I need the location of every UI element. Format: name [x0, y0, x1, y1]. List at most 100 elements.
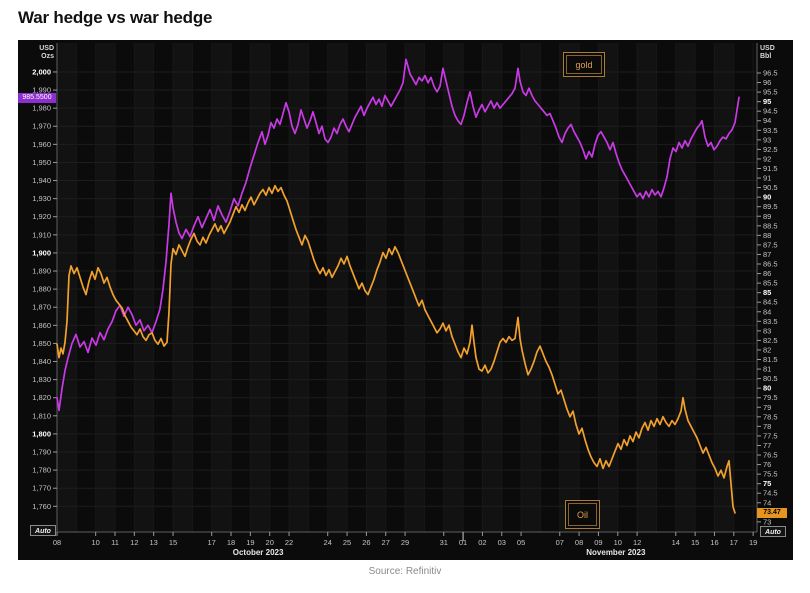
left-axis-tick-label: 1,760 [32, 502, 51, 511]
session-band [521, 43, 541, 532]
right-axis-tick-label: 85.5 [763, 279, 778, 288]
left-axis-tick-label: 1,820 [32, 393, 51, 402]
right-axis-tick-label: 81.5 [763, 355, 778, 364]
auto-scale-button-left[interactable]: Auto [30, 525, 56, 536]
right-axis-tick-label: 89.5 [763, 202, 778, 211]
right-axis-tick-label: 94.5 [763, 107, 778, 116]
right-axis-tick-label: 95 [763, 97, 771, 106]
left-axis-unit-line2: Ozs [41, 53, 54, 60]
x-axis-tick-label: 29 [401, 538, 409, 547]
x-axis-tick-label: 16 [710, 538, 718, 547]
left-axis-tick-label: 1,810 [32, 411, 51, 420]
right-axis-tick-label: 88.5 [763, 221, 778, 230]
session-band [57, 43, 77, 532]
session-band [482, 43, 502, 532]
x-axis-tick-label: 25 [343, 538, 351, 547]
right-axis-tick-label: 79.5 [763, 393, 778, 402]
x-axis-tick-label: 26 [362, 538, 370, 547]
x-axis-tick-label: 19 [246, 538, 254, 547]
x-axis-tick-label: 20 [266, 538, 274, 547]
right-axis-tick-label: 74 [763, 498, 771, 507]
right-axis-tick-label: 86.5 [763, 260, 778, 269]
chart-panel: 2,000 1,990 1,980 1,970 1,960 1,950 1,940 1,930… [18, 40, 793, 560]
right-axis-tick-label: 76.5 [763, 451, 778, 460]
left-axis-tick-label: 1,950 [32, 158, 51, 167]
x-axis-tick-label: 17 [208, 538, 216, 547]
x-axis-tick-label: 22 [285, 538, 293, 547]
gold-last-price-tag: 985.5500 [18, 93, 56, 104]
right-axis-tick-label: 94 [763, 116, 771, 125]
left-axis-tick-label: 1,840 [32, 357, 51, 366]
x-axis-tick-label: 02 [478, 538, 486, 547]
right-axis-tick-label: 80.5 [763, 374, 778, 383]
left-axis-tick-label: 2,000 [32, 67, 51, 76]
oil-legend-box[interactable]: Oil [565, 500, 600, 529]
left-axis-tick-label: 1,900 [32, 248, 51, 257]
x-axis-tick-label: 24 [324, 538, 332, 547]
x-axis-tick-label: 09 [594, 538, 602, 547]
right-axis-tick-label: 83 [763, 326, 771, 335]
right-axis-tick-label: 90.5 [763, 183, 778, 192]
left-axis-tick-label: 1,890 [32, 267, 51, 276]
left-axis-tick-label: 1,790 [32, 448, 51, 457]
right-axis-tick-label: 81 [763, 365, 771, 374]
session-band [211, 43, 232, 532]
x-axis-month-label: October 2023 [233, 548, 284, 557]
left-axis-unit-line1: USD [39, 45, 54, 52]
session-band [637, 43, 657, 532]
right-axis-tick-label: 84 [763, 307, 771, 316]
right-axis-tick-label: 77.5 [763, 431, 778, 440]
right-axis-tick-label: 87 [763, 250, 771, 259]
gold-legend-box[interactable]: gold [563, 52, 605, 77]
left-axis-tick-label: 1,990 [32, 86, 51, 95]
x-axis-tick-label: 01 [459, 538, 467, 547]
session-band [250, 43, 270, 532]
right-axis-tick-label: 88 [763, 231, 771, 240]
series-line-gold [56, 58, 740, 412]
x-axis-tick-label: 12 [130, 538, 138, 547]
right-axis-tick-label: 92.5 [763, 145, 778, 154]
price-chart-svg: 2,000 1,990 1,980 1,970 1,960 1,950 1,940 1,930… [32, 43, 778, 557]
right-axis-tick-label: 87.5 [763, 240, 778, 249]
page-title: War hedge vs war hedge [18, 8, 213, 27]
right-axis-tick-label: 75.5 [763, 470, 778, 479]
session-band [405, 43, 425, 532]
right-axis-tick-label: 78 [763, 422, 771, 431]
left-axis-tick-label: 1,920 [32, 212, 51, 221]
right-axis-tick-label: 77 [763, 441, 771, 450]
right-axis-tick-label: 91 [763, 174, 771, 183]
right-axis-unit: USD Bbl [760, 45, 786, 61]
right-axis-tick-label: 93 [763, 135, 771, 144]
right-axis-tick-label: 82.5 [763, 336, 778, 345]
x-axis-tick-label: 03 [498, 538, 506, 547]
right-axis-tick-label: 96.5 [763, 68, 778, 77]
left-axis-tick-label: 1,880 [32, 285, 51, 294]
left-axis-tick-label: 1,770 [32, 484, 51, 493]
x-axis-tick-label: 12 [633, 538, 641, 547]
series-line-oil [56, 184, 736, 514]
right-axis-tick-label: 91.5 [763, 164, 778, 173]
right-axis-tick-label: 92 [763, 154, 771, 163]
left-axis-tick-label: 1,800 [32, 429, 51, 438]
x-axis-tick-label: 17 [730, 538, 738, 547]
right-axis-tick-label: 75 [763, 479, 771, 488]
x-axis-tick-label: 14 [672, 538, 680, 547]
x-axis-tick-label: 15 [691, 538, 699, 547]
right-axis-tick-label: 96 [763, 78, 771, 87]
right-axis-tick-label: 74.5 [763, 489, 778, 498]
right-axis-tick-label: 76 [763, 460, 771, 469]
oil-last-price-tag: 73.47 [757, 507, 787, 518]
gold-legend-label: gold [575, 59, 593, 70]
right-axis-unit-line1: USD [760, 45, 775, 52]
left-axis-tick-label: 1,870 [32, 303, 51, 312]
source-attribution: Source: Refinitiv [368, 566, 442, 577]
left-axis-tick-label: 1,780 [32, 466, 51, 475]
auto-scale-button-right[interactable]: Auto [760, 526, 786, 537]
session-band [559, 43, 580, 532]
right-axis-tick-label: 78.5 [763, 412, 778, 421]
x-axis-tick-label: 11 [111, 538, 119, 547]
right-axis-tick-label: 84.5 [763, 298, 778, 307]
x-axis-tick-label: 31 [440, 538, 448, 547]
session-band [327, 43, 348, 532]
